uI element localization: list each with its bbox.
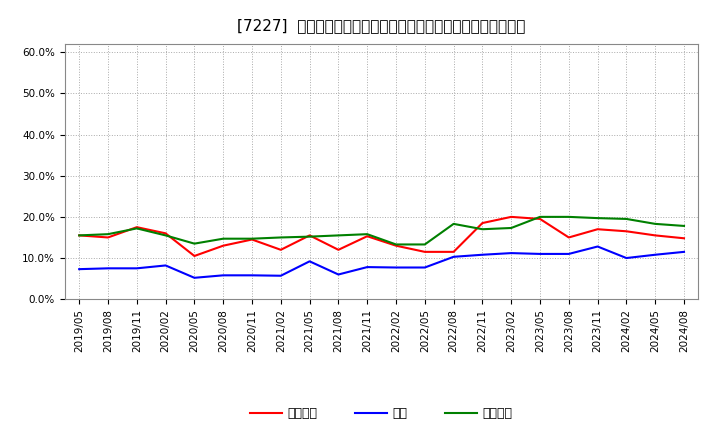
在庫 (363, 264, 372, 270)
在庫 (276, 273, 285, 279)
在庫 (132, 266, 141, 271)
買入債務 (449, 221, 458, 227)
在庫 (190, 275, 199, 280)
在庫 (334, 272, 343, 277)
売上債権 (536, 216, 544, 222)
買入債務 (75, 233, 84, 238)
在庫 (305, 259, 314, 264)
Line: 買入債務: 買入債務 (79, 217, 684, 245)
在庫 (219, 273, 228, 278)
買入債務 (248, 236, 256, 241)
売上債権 (449, 249, 458, 254)
買入債務 (392, 242, 400, 247)
在庫 (392, 265, 400, 270)
在庫 (680, 249, 688, 254)
買入債務 (478, 227, 487, 232)
在庫 (564, 251, 573, 257)
Legend: 売上債権, 在庫, 買入債務: 売上債権, 在庫, 買入債務 (246, 403, 518, 425)
買入債務 (507, 225, 516, 231)
買入債務 (622, 216, 631, 222)
買入債務 (420, 242, 429, 247)
売上債権 (161, 231, 170, 236)
買入債務 (651, 221, 660, 227)
買入債務 (334, 233, 343, 238)
売上債権 (507, 214, 516, 220)
買入債務 (536, 214, 544, 220)
売上債権 (622, 229, 631, 234)
売上債権 (564, 235, 573, 240)
売上債権 (651, 233, 660, 238)
買入債務 (593, 216, 602, 221)
在庫 (420, 265, 429, 270)
買入債務 (276, 235, 285, 240)
売上債権 (75, 233, 84, 238)
売上債権 (219, 243, 228, 248)
売上債権 (305, 233, 314, 238)
Title: [7227]  売上債権、在庫、買入債務の総資産に対する比率の推移: [7227] 売上債権、在庫、買入債務の総資産に対する比率の推移 (238, 18, 526, 33)
売上債権 (392, 243, 400, 248)
売上債権 (248, 237, 256, 242)
在庫 (248, 273, 256, 278)
在庫 (593, 244, 602, 249)
在庫 (536, 251, 544, 257)
在庫 (478, 252, 487, 257)
売上債権 (420, 249, 429, 254)
売上債権 (104, 235, 112, 240)
買入債務 (104, 231, 112, 237)
買入債務 (363, 231, 372, 237)
買入債務 (564, 214, 573, 220)
在庫 (161, 263, 170, 268)
在庫 (104, 266, 112, 271)
売上債権 (334, 247, 343, 253)
買入債務 (132, 226, 141, 231)
買入債務 (161, 233, 170, 238)
売上債権 (132, 224, 141, 230)
売上債権 (680, 236, 688, 241)
売上債権 (190, 253, 199, 259)
買入債務 (305, 234, 314, 239)
在庫 (449, 254, 458, 260)
買入債務 (190, 241, 199, 246)
在庫 (651, 252, 660, 257)
売上債権 (593, 227, 602, 232)
買入債務 (680, 223, 688, 228)
在庫 (622, 255, 631, 260)
Line: 在庫: 在庫 (79, 246, 684, 278)
在庫 (75, 267, 84, 272)
売上債権 (478, 220, 487, 226)
売上債権 (276, 247, 285, 253)
買入債務 (219, 236, 228, 241)
Line: 売上債権: 売上債権 (79, 217, 684, 256)
売上債権 (363, 234, 372, 239)
在庫 (507, 250, 516, 256)
